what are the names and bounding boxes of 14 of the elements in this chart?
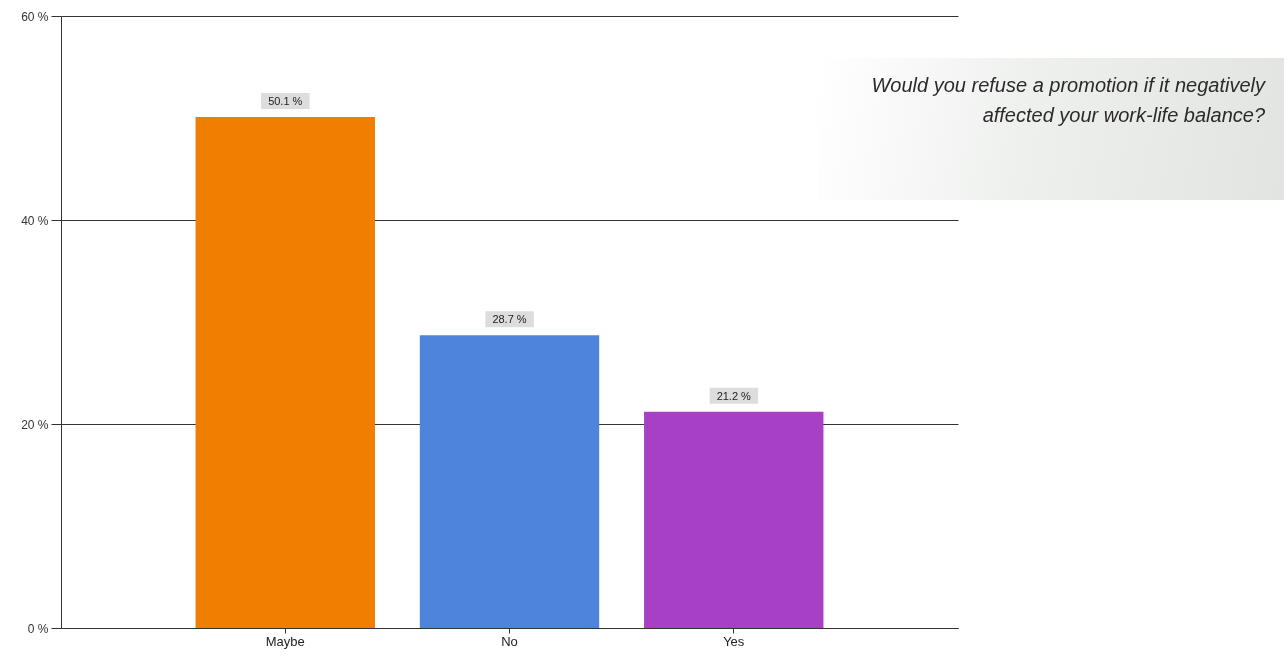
- data-label: 50.1 %: [268, 94, 303, 107]
- data-label: 21.2 %: [716, 389, 752, 402]
- data-label: 28.7 %: [492, 313, 527, 326]
- x-tick-label: No: [501, 633, 518, 649]
- x-tick-label: Maybe: [265, 633, 305, 649]
- x-tick-label: Yes: [723, 633, 745, 649]
- text: Would you refuse a promotion if it negatively affected your work-life balance?: [870, 73, 1265, 128]
- y-tick-label: 0 %: [27, 621, 49, 636]
- bar: [419, 335, 600, 628]
- bar: [195, 116, 375, 628]
- y-tick-label: 20 %: [21, 417, 49, 432]
- y-tick-label: 40 %: [21, 213, 49, 228]
- y-tick-label: 60 %: [21, 9, 49, 24]
- bar: [644, 411, 824, 628]
